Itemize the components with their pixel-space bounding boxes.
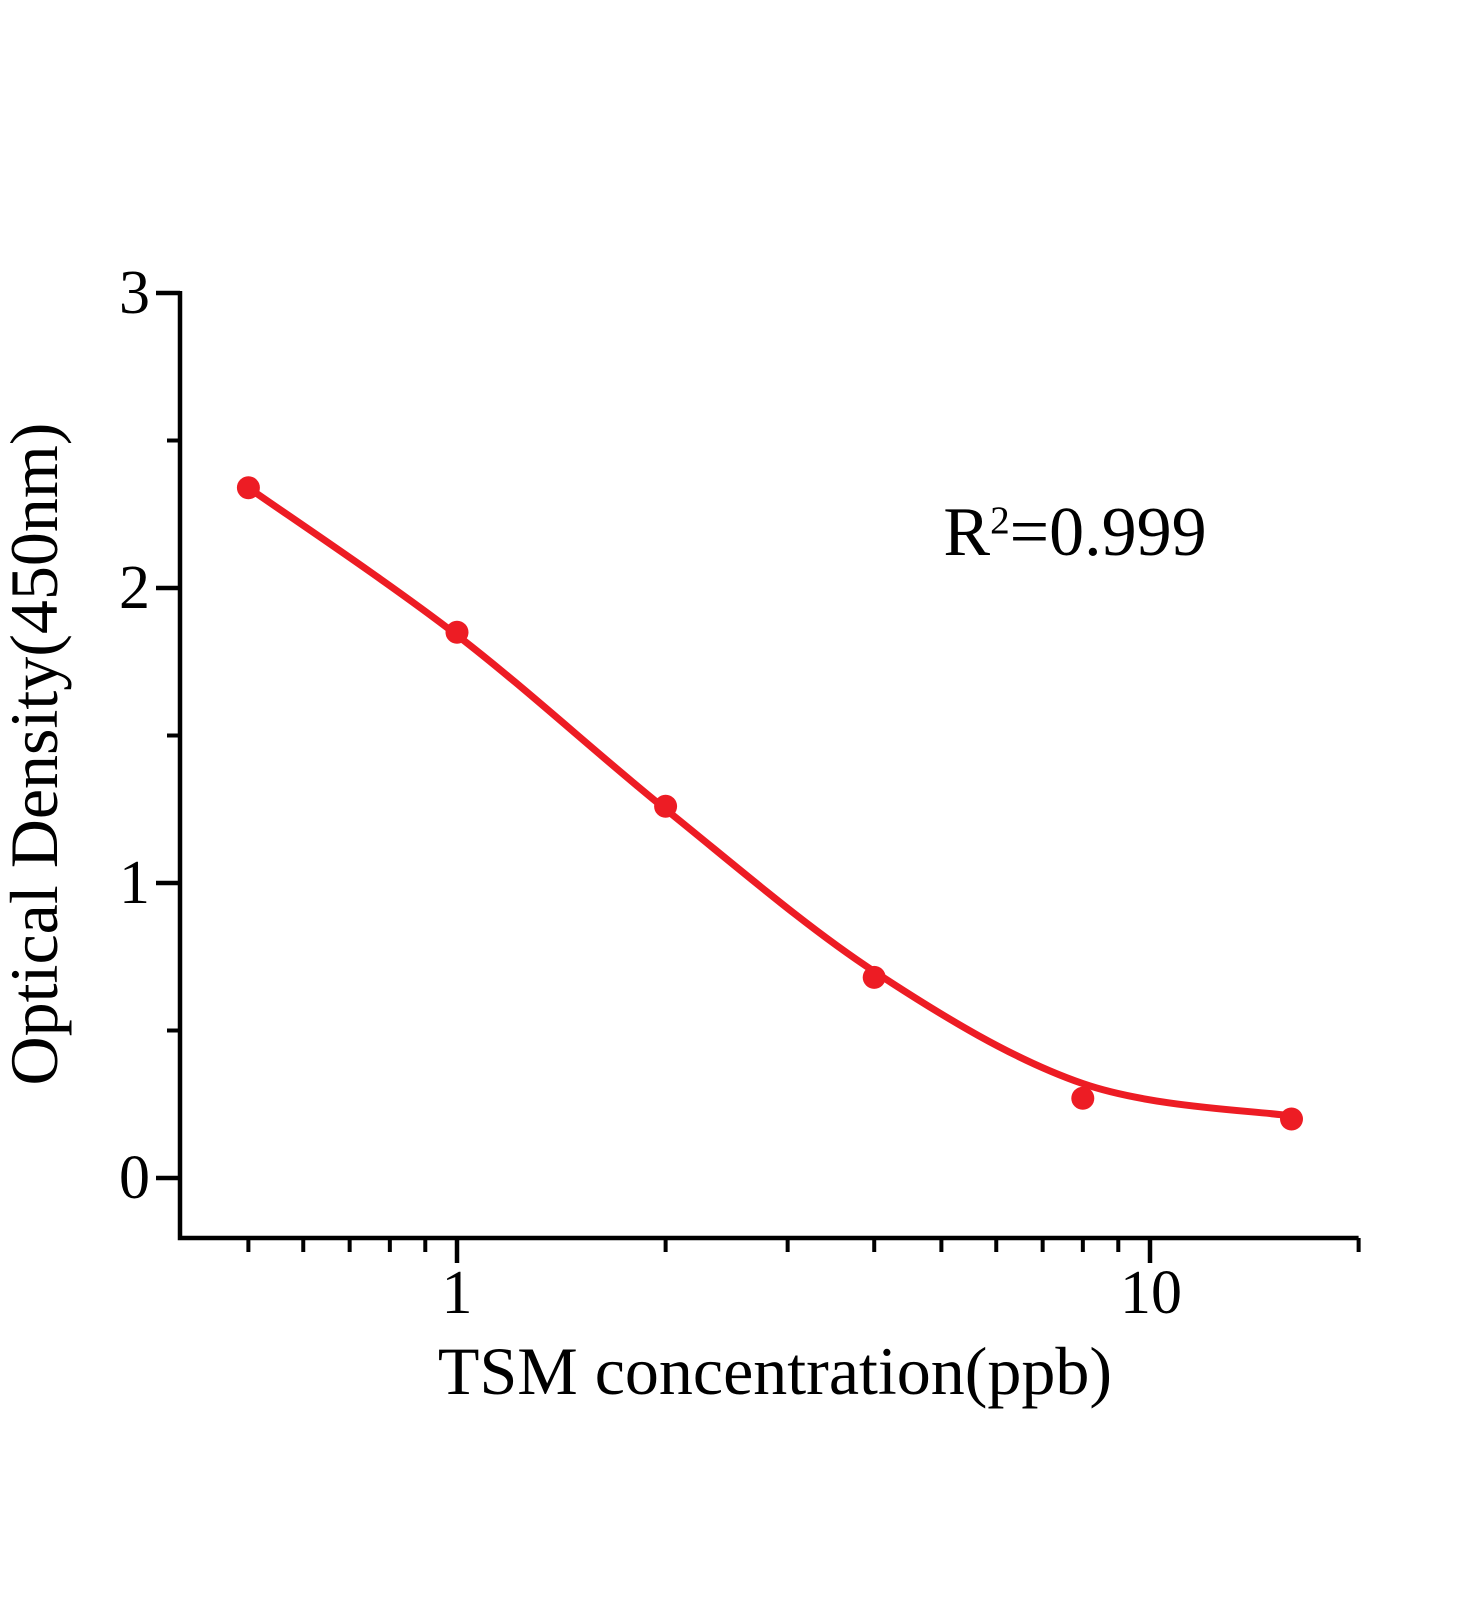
data-point <box>1071 1086 1095 1110</box>
y-tick-label-1: 1 <box>119 849 150 917</box>
x-tick-label-1: 1 <box>441 1259 473 1327</box>
data-point <box>1280 1107 1303 1131</box>
x-tick-label-10: 10 <box>1120 1259 1182 1327</box>
r-squared-annotation: R2=0.999 <box>943 486 1206 568</box>
data-point <box>445 620 469 644</box>
axis-spines <box>177 291 1359 1241</box>
y-tick-label-0: 0 <box>119 1144 150 1212</box>
r-squared-value: =0.999 <box>1009 493 1207 571</box>
r-squared-exponent: 2 <box>990 499 1010 543</box>
data-point <box>236 476 260 500</box>
fit-curve <box>244 484 1295 1120</box>
data-point <box>862 965 886 989</box>
r-squared-base: R <box>943 493 991 571</box>
data-point <box>654 794 678 818</box>
y-tick-label-3: 3 <box>119 259 150 327</box>
y-tick-label-2: 2 <box>119 554 150 622</box>
x-axis-title: TSM concentration(ppb) <box>437 1333 1113 1409</box>
y-axis-title: Optical Density(450nm) <box>0 422 72 1086</box>
